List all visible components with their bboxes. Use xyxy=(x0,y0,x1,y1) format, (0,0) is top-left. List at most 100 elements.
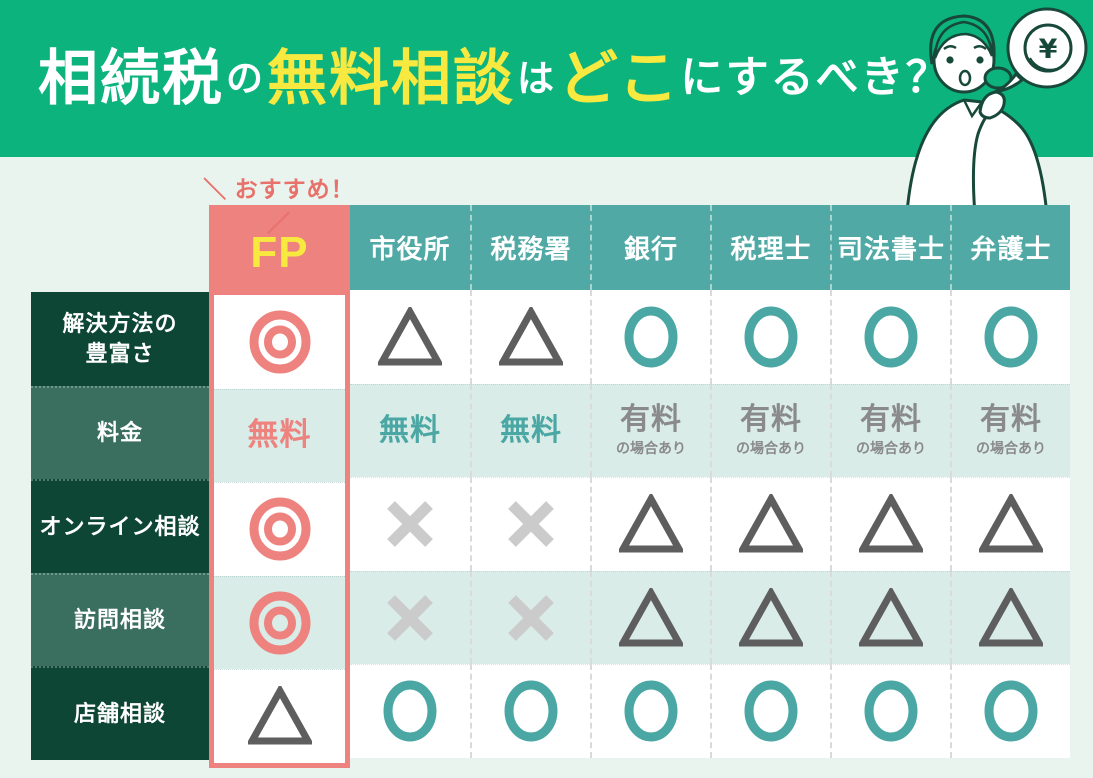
table-cell xyxy=(830,477,950,571)
row-label: オンライン相談 xyxy=(31,479,209,573)
table-cell: 有料 の場合あり xyxy=(830,383,950,477)
cell-subtext: の場合あり xyxy=(736,440,806,456)
title-part: は xyxy=(517,58,556,99)
woman-hand xyxy=(978,90,1006,120)
cell-subtext: の場合あり xyxy=(616,440,686,456)
column-header: 市役所 xyxy=(350,205,470,290)
triangle-icon xyxy=(739,587,803,647)
row-label: 料金 xyxy=(31,385,209,479)
column-zeimusho: 税務署 無料 xyxy=(470,205,590,758)
cell-text: 有料 xyxy=(860,402,922,436)
triangle-icon xyxy=(979,494,1043,553)
cell-text: 無料 xyxy=(500,414,562,447)
title-part: にするべき？ xyxy=(680,54,951,102)
double-circle-icon xyxy=(249,591,310,655)
fp-column: FP 無料 xyxy=(209,205,350,768)
yen-symbol: ¥ xyxy=(1039,34,1058,65)
cross-icon xyxy=(387,594,433,641)
cross-icon xyxy=(508,501,554,548)
cell-text: 無料 xyxy=(379,414,441,447)
thinking-woman-illustration: ¥ xyxy=(904,7,1088,227)
title-part-highlight: どこ xyxy=(558,44,681,112)
table-cell: 有料 の場合あり xyxy=(710,383,830,477)
table-cell xyxy=(710,664,830,758)
yen-coin-icon xyxy=(1023,23,1073,73)
row-label: 店舗相談 xyxy=(31,666,209,760)
circle-icon xyxy=(624,306,678,368)
column-header: 司法書士 xyxy=(830,205,950,290)
triangle-icon xyxy=(247,686,312,745)
table-cell xyxy=(710,290,830,384)
triangle-icon xyxy=(378,306,442,366)
table-cell xyxy=(470,570,590,664)
column-header: 銀行 xyxy=(590,205,710,290)
cell-text: 有料 xyxy=(620,402,682,436)
table-cell xyxy=(214,295,345,389)
title-part-highlight: 無料相談 xyxy=(267,44,515,112)
row-label: 解決方法の 豊富さ xyxy=(31,292,209,386)
table-cell xyxy=(710,570,830,664)
cross-icon xyxy=(508,594,554,641)
row-label-column: 解決方法の 豊富さ 料金 オンライン相談 訪問相談 店舗相談 xyxy=(31,292,209,760)
table-cell xyxy=(214,669,345,763)
column-header: 弁護士 xyxy=(950,205,1070,290)
table-cell: 有料 の場合あり xyxy=(590,383,710,477)
table-cell xyxy=(214,482,345,576)
table-cell xyxy=(470,664,590,758)
circle-icon xyxy=(624,680,678,742)
triangle-icon xyxy=(739,494,803,553)
column-ginko: 銀行 有料の場合あり xyxy=(590,205,710,758)
table-cell xyxy=(830,570,950,664)
table-cell: 無料 xyxy=(350,383,470,477)
surprised-mouth xyxy=(958,69,972,87)
circle-icon xyxy=(984,680,1038,742)
table-cell xyxy=(470,290,590,384)
header-banner xyxy=(0,0,1093,157)
table-cell xyxy=(590,477,710,571)
table-cell xyxy=(590,664,710,758)
circle-icon xyxy=(984,306,1038,368)
recommend-badge: ＼ おすすめ！ ／ xyxy=(203,176,355,236)
table-cell xyxy=(350,477,470,571)
table-cell xyxy=(830,290,950,384)
column-header: 税理士 xyxy=(710,205,830,290)
cross-icon xyxy=(387,501,433,548)
triangle-icon xyxy=(859,587,923,647)
title-part: の xyxy=(226,58,265,99)
table-cell xyxy=(350,290,470,384)
circle-icon xyxy=(383,680,437,742)
table-cell: 無料 xyxy=(470,383,590,477)
circle-icon xyxy=(864,680,918,742)
row-label: 訪問相談 xyxy=(31,572,209,666)
table-cell xyxy=(350,570,470,664)
table-cell xyxy=(950,477,1070,571)
cell-text: 有料 xyxy=(740,402,802,436)
table-cell xyxy=(350,664,470,758)
cell-text: 有料 xyxy=(980,402,1042,436)
column-bengoshi: 弁護士 有料の場合あり xyxy=(950,205,1070,758)
page-title: 相続税 の 無料相談 は どこ にするべき？ xyxy=(38,0,951,157)
table-cell xyxy=(470,477,590,571)
triangle-icon xyxy=(859,494,923,553)
comparison-columns: 市役所 無料 税務署 無料 xyxy=(350,205,1070,758)
cell-subtext: の場合あり xyxy=(856,440,926,456)
column-shiyakusho: 市役所 無料 xyxy=(350,205,470,758)
table-cell: 有料 の場合あり xyxy=(950,383,1070,477)
triangle-icon xyxy=(619,494,683,553)
cell-text: 無料 xyxy=(247,417,312,453)
double-circle-icon xyxy=(249,310,310,374)
table-cell xyxy=(710,477,830,571)
table-cell xyxy=(950,664,1070,758)
column-header: 税務署 xyxy=(470,205,590,290)
cell-subtext: の場合あり xyxy=(976,440,1046,456)
table-cell xyxy=(830,664,950,758)
table-cell xyxy=(950,570,1070,664)
double-circle-icon xyxy=(249,497,310,561)
table-cell xyxy=(590,290,710,384)
triangle-icon xyxy=(979,587,1043,647)
column-header-fp: FP xyxy=(214,210,345,295)
column-shihoshoshi: 司法書士 有料の場合あり xyxy=(830,205,950,758)
table-cell xyxy=(950,290,1070,384)
